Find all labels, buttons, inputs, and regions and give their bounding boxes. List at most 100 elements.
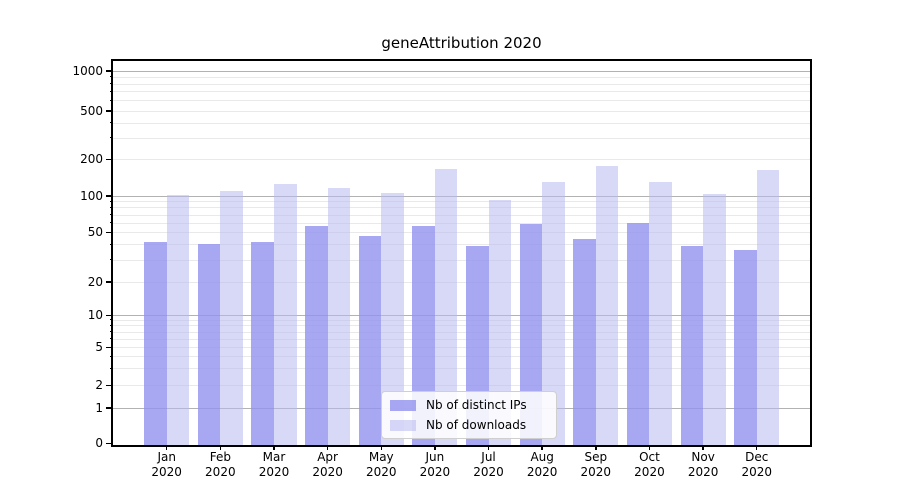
y-axis-minor-tick-mark [109, 90, 113, 92]
x-tick-label-sep: Sep 2020 [564, 450, 628, 480]
x-tick-month: May [368, 450, 394, 464]
y-axis-minor-tick-mark [109, 76, 113, 78]
x-tick-label-feb: Feb 2020 [188, 450, 252, 480]
minor-gridline [113, 214, 810, 216]
bar-jan-downloads [166, 194, 190, 445]
legend-label-downloads: Nb of downloads [426, 418, 527, 432]
bar-nov-downloads [703, 193, 726, 445]
legend-label-distinct-ips: Nb of distinct IPs [426, 398, 527, 412]
y-axis-minor-tick-mark [109, 83, 113, 85]
minor-gridline [113, 222, 810, 224]
bar-jul-downloads [488, 200, 512, 445]
x-tick-month: Dec [745, 450, 769, 464]
y-axis-tick-label: 100 [80, 188, 103, 203]
y-axis-tick-label: 5 [95, 340, 103, 355]
x-tick-label-jul: Jul 2020 [457, 450, 521, 480]
y-axis-tick-mark [106, 346, 112, 349]
y-axis-minor-tick-mark [109, 338, 113, 340]
y-axis-minor-tick-mark [109, 206, 113, 208]
bar-sep-distinct-ips [573, 239, 596, 445]
y-axis-minor-tick-mark [109, 214, 113, 216]
bar-sep-downloads [595, 165, 619, 445]
bar-jun-distinct-ips [412, 226, 435, 445]
minor-gridline [113, 83, 810, 85]
minor-gridline [113, 325, 810, 327]
x-tick-year: 2020 [526, 465, 558, 479]
x-axis-tick-mark [595, 445, 597, 450]
x-axis-tick-mark [326, 445, 329, 450]
x-tick-month: Feb [209, 450, 231, 464]
plot-area [111, 59, 812, 447]
y-axis-minor-tick-mark [109, 122, 113, 124]
x-tick-label-aug: Aug 2020 [510, 450, 574, 480]
minor-gridline [113, 201, 810, 203]
x-tick-month: Oct [639, 450, 660, 464]
x-tick-year: 2020 [365, 465, 397, 479]
y-axis-minor-tick-mark [109, 319, 113, 321]
x-tick-month: Sep [584, 450, 608, 464]
y-axis-tick-label: 200 [80, 152, 103, 167]
y-axis-tick-label: 0 [95, 436, 103, 451]
x-tick-year: 2020 [741, 465, 772, 479]
bar-may-distinct-ips [358, 235, 382, 445]
x-tick-label-mar: Mar 2020 [242, 450, 306, 480]
minor-gridline [113, 319, 810, 321]
bar-dec-downloads [756, 170, 780, 445]
legend-item-downloads: Nb of downloads [390, 417, 548, 433]
minor-gridline [113, 100, 810, 102]
chart-title: geneAttribution 2020 [381, 34, 542, 52]
x-tick-year: 2020 [419, 465, 451, 479]
major-gridline [113, 70, 810, 72]
y-axis-minor-tick-mark [109, 99, 113, 101]
y-axis-minor-tick-mark [109, 137, 113, 139]
legend: Nb of distinct IPs Nb of downloads [381, 391, 557, 439]
bar-may-downloads [381, 192, 404, 445]
x-tick-year: 2020 [580, 465, 612, 479]
minor-gridline [113, 281, 810, 283]
y-axis-tick-mark [106, 110, 112, 112]
x-tick-year: 2020 [473, 465, 504, 479]
y-axis-minor-tick-mark [109, 367, 113, 369]
x-axis-tick-mark [434, 445, 436, 450]
x-axis-tick-mark [541, 445, 543, 450]
major-gridline [113, 195, 810, 197]
y-axis-minor-tick-mark [109, 243, 113, 245]
y-axis-minor-tick-mark [109, 259, 113, 261]
legend-item-distinct-ips: Nb of distinct IPs [390, 397, 548, 413]
y-axis-tick-mark [106, 384, 112, 386]
y-axis-minor-tick-mark [109, 222, 113, 224]
x-tick-year: 2020 [205, 465, 236, 479]
x-tick-year: 2020 [258, 465, 290, 479]
y-axis-minor-tick-mark [109, 355, 113, 357]
x-tick-label-apr: Apr 2020 [296, 450, 360, 480]
bar-aug-distinct-ips [519, 224, 543, 445]
y-axis-tick-mark [106, 158, 112, 161]
bar-aug-downloads [542, 182, 565, 445]
bar-jan-distinct-ips [144, 241, 167, 445]
minor-gridline [113, 338, 810, 340]
minor-gridline [113, 159, 810, 161]
bar-nov-distinct-ips [680, 245, 704, 445]
x-axis-tick-mark [273, 445, 275, 450]
x-tick-year: 2020 [634, 465, 665, 479]
y-axis-tick-mark [106, 70, 112, 72]
y-axis-minor-tick-mark [109, 200, 113, 202]
x-tick-year: 2020 [312, 465, 343, 479]
x-tick-month: Mar [262, 450, 286, 464]
y-axis-tick-label: 2 [95, 378, 103, 392]
minor-gridline [113, 232, 810, 234]
bar-feb-downloads [220, 190, 243, 445]
x-tick-label-dec: Dec 2020 [725, 450, 789, 480]
bar-jun-downloads [434, 168, 458, 445]
bar-apr-downloads [327, 188, 351, 445]
y-axis-tick-label: 1000 [72, 63, 103, 78]
minor-gridline [113, 368, 810, 370]
minor-gridline [113, 110, 810, 112]
x-tick-label-jun: Jun 2020 [403, 450, 467, 480]
y-axis-tick-label: 20 [87, 274, 103, 289]
y-axis-tick-mark [106, 442, 112, 445]
y-axis-tick-mark [106, 231, 112, 234]
minor-gridline [113, 385, 810, 386]
y-axis-tick-mark [106, 314, 112, 316]
